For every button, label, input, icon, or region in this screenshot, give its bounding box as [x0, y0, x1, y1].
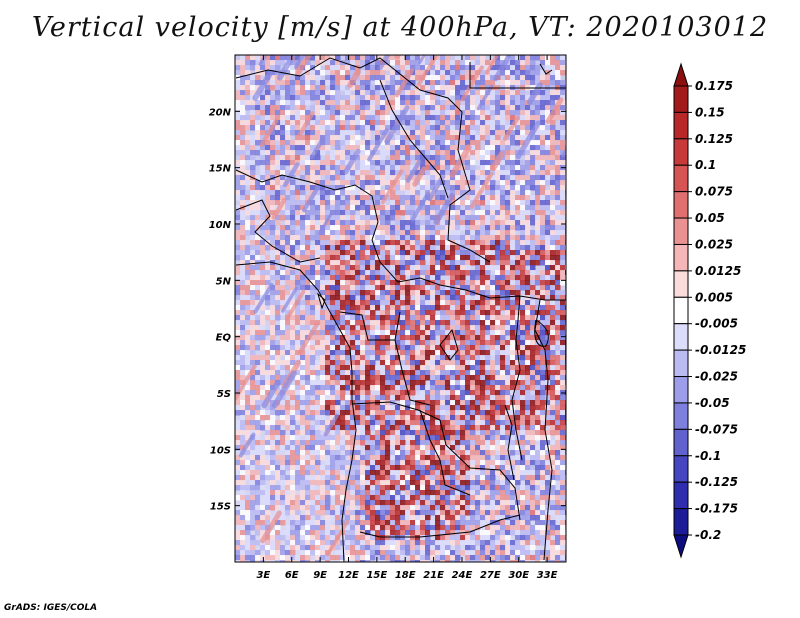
colorbar-label: -0.1 [695, 449, 721, 463]
lon-tick-label: 21E [423, 570, 444, 581]
lon-tick-label: 33E [537, 570, 558, 581]
colorbar-label: -0.025 [695, 370, 738, 384]
colorbar-label: -0.0125 [695, 343, 746, 357]
lat-tick-label: 10N [209, 220, 232, 231]
colorbar-label: 0.025 [695, 237, 733, 251]
colorbar-label: 0.005 [695, 290, 733, 304]
colorbar-swatch [673, 191, 689, 219]
colorbar-swatch [673, 217, 689, 245]
colorbar-swatch [673, 138, 689, 166]
lon-tick-label: 27E [480, 570, 501, 581]
colorbar-swatch [673, 164, 689, 193]
colorbar-top-triangle [673, 62, 689, 87]
lat-tick-label: 5S [217, 389, 231, 400]
colorbar-label: 0.125 [695, 132, 733, 146]
colorbar-swatch [673, 455, 689, 483]
grads-credit: GrADS: IGES/COLA [4, 603, 98, 613]
lat-tick-label: 10S [210, 445, 231, 456]
colorbar-swatch [673, 349, 689, 378]
lon-tick-label: 18E [395, 570, 416, 581]
colorbar-label: -0.05 [695, 396, 730, 410]
lat-tick-label: 20N [209, 107, 232, 118]
colorbar-label: -0.125 [695, 475, 738, 489]
colorbar-label: 0.05 [695, 211, 725, 225]
colorbar-swatch [673, 376, 689, 404]
colorbar-swatch [673, 296, 689, 325]
colorbar-swatch [673, 270, 689, 298]
lat-tick-label: 15S [210, 502, 231, 513]
lat-tick-label: 5N [216, 276, 232, 287]
lat-tick-label: EQ [216, 333, 232, 344]
axis-ticks: 3E 6E 9E 12E 15E 18E 21E 24E 27E 30E 33E 20N 15N 10N 5… [209, 55, 566, 581]
colorbar-label: 0.1 [695, 158, 716, 172]
velocity-field [235, 55, 566, 562]
lon-tick-label: 15E [366, 570, 387, 581]
colorbar-swatch [673, 402, 689, 430]
lon-tick-label: 3E [256, 570, 270, 581]
colorbar-label: -0.005 [695, 317, 738, 331]
colorbar-label: 0.0125 [695, 264, 741, 278]
map-frame [234, 54, 567, 563]
lon-tick-label: 6E [285, 570, 299, 581]
colorbar-label: -0.175 [695, 502, 738, 516]
colorbar-swatch [673, 111, 689, 140]
colorbar-swatch [673, 323, 689, 351]
lon-tick-label: 24E [452, 570, 473, 581]
map-title: Vertical velocity [m/s] at 400hPa, VT: 2… [31, 12, 769, 43]
colorbar: 0.175 0.15 0.125 0.1 0.075 0.05 0.025 0.0125 0.0… [673, 62, 746, 559]
colorbar-swatch [673, 481, 689, 510]
colorbar-swatch [673, 243, 689, 272]
lon-tick-label: 12E [338, 570, 359, 581]
colorbar-swatch [673, 85, 689, 113]
colorbar-label: -0.2 [695, 528, 721, 542]
country-borders [235, 57, 566, 563]
colorbar-swatch [673, 428, 689, 457]
lat-tick-label: 15N [209, 164, 232, 175]
colorbar-label: -0.075 [695, 422, 738, 436]
colorbar-label: 0.075 [695, 185, 733, 199]
lon-tick-label: 30E [508, 570, 529, 581]
colorbar-swatch [673, 508, 689, 536]
colorbar-bottom-triangle [673, 534, 689, 559]
lon-tick-label: 9E [313, 570, 327, 581]
colorbar-label: 0.175 [695, 79, 733, 93]
colorbar-label: 0.15 [695, 105, 725, 119]
